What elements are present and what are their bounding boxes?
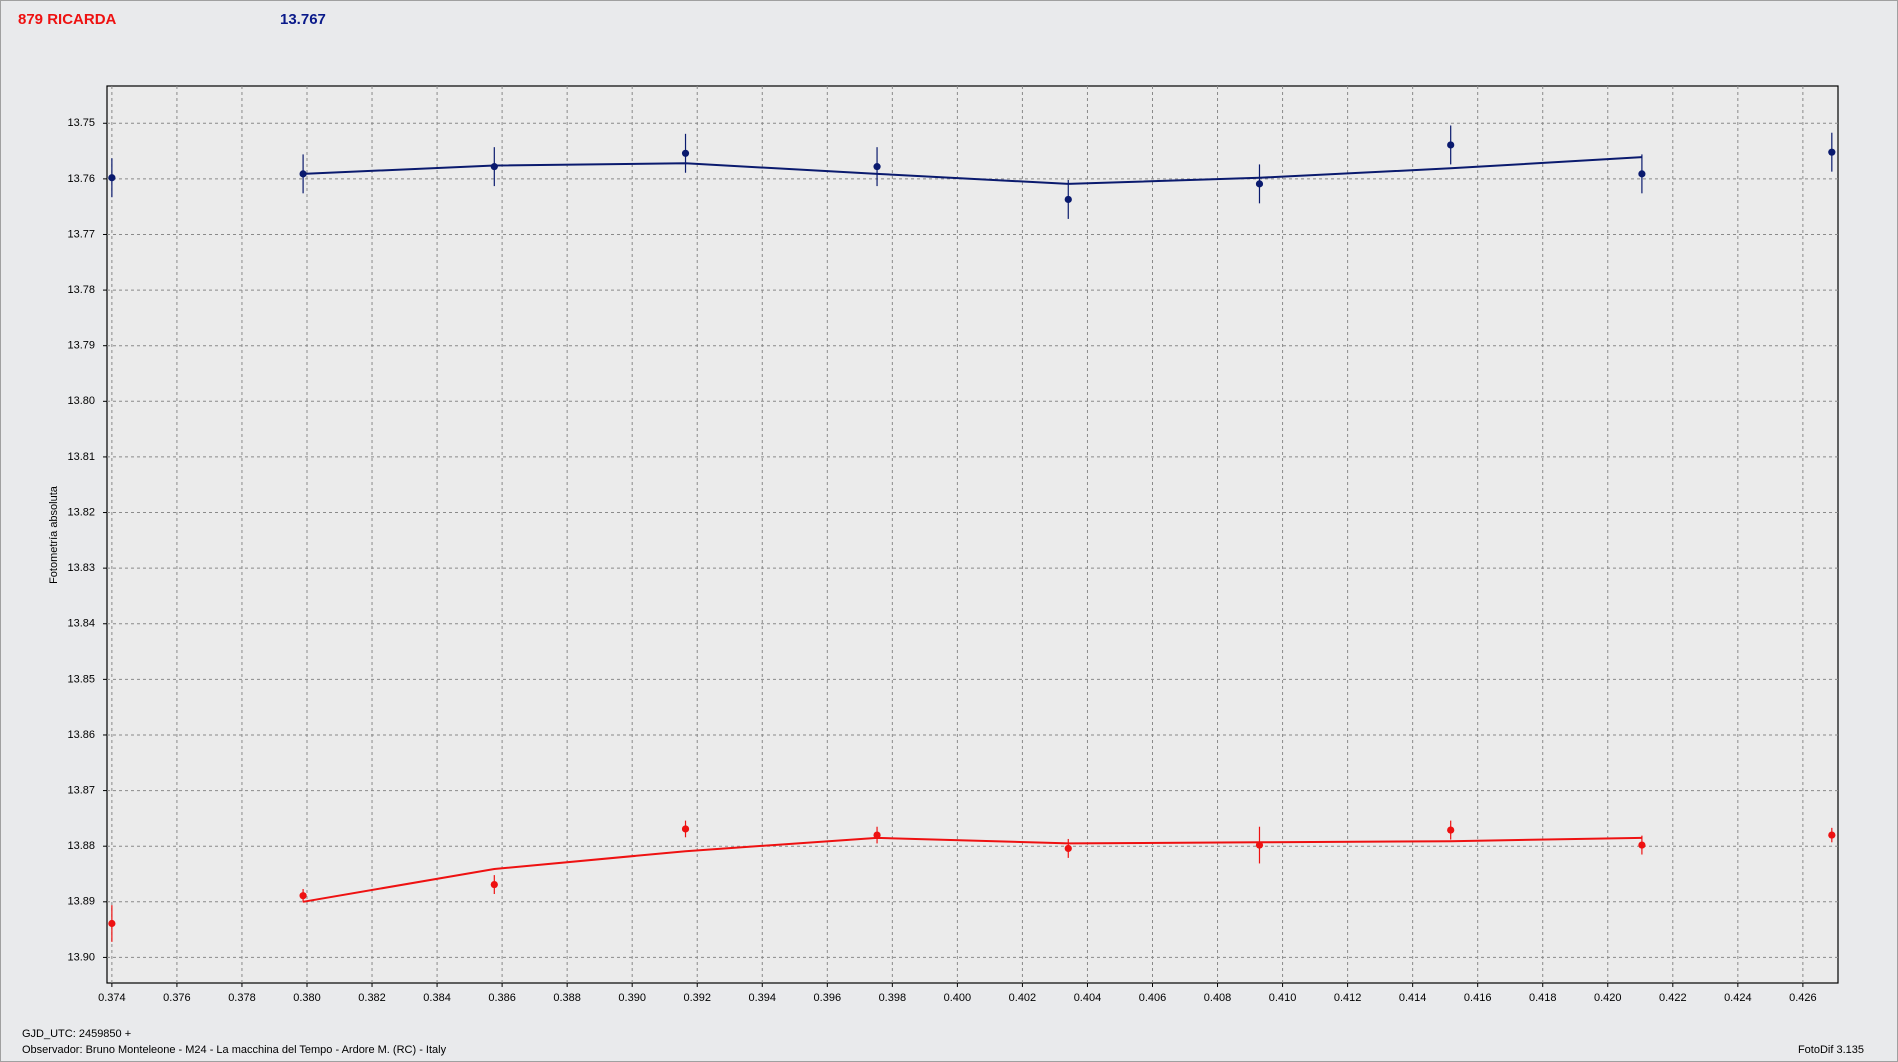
y-tick-label: 13.87 <box>67 784 95 796</box>
y-tick-label: 13.77 <box>67 228 95 240</box>
x-tick-label: 0.380 <box>293 992 321 1004</box>
chart-subtitle: 13.767 <box>280 11 326 28</box>
data-point <box>681 149 690 157</box>
data-point <box>490 163 498 171</box>
x-tick-label: 0.382 <box>358 992 386 1004</box>
chart-title: 879 RICARDA <box>18 11 117 28</box>
data-point <box>490 880 498 889</box>
x-tick-label: 0.426 <box>1789 992 1817 1004</box>
x-tick-label: 0.410 <box>1269 992 1297 1004</box>
y-tick-label: 13.75 <box>67 117 95 129</box>
data-point <box>108 174 116 182</box>
fit-line <box>302 836 1642 903</box>
data-point <box>1638 841 1646 849</box>
data-point <box>681 825 690 833</box>
x-axis-label: GJD_UTC: 2459850 + <box>22 1028 131 1040</box>
x-tick-label: 0.406 <box>1139 992 1167 1004</box>
x-tick-label: 0.422 <box>1659 992 1687 1004</box>
y-tick-label: 13.84 <box>67 618 95 630</box>
data-point <box>1064 844 1072 853</box>
y-tick-label: 13.86 <box>67 729 95 741</box>
y-tick-label: 13.88 <box>67 840 95 852</box>
y-tick-label: 13.85 <box>67 673 95 685</box>
data-point <box>299 892 307 900</box>
y-tick-label: 13.89 <box>67 896 95 908</box>
x-tick-label: 0.388 <box>553 992 581 1004</box>
x-tick-label: 0.404 <box>1074 992 1102 1004</box>
y-tick-label: 13.76 <box>67 173 95 185</box>
y-tick-label: 13.78 <box>67 284 95 296</box>
y-tick-label: 13.90 <box>67 951 95 963</box>
plot-area <box>106 85 1839 984</box>
y-tick-label: 13.83 <box>67 562 95 574</box>
x-tick-label: 0.386 <box>488 992 516 1004</box>
y-tick-label: 13.80 <box>67 395 95 407</box>
x-tick-label: 0.374 <box>98 992 126 1004</box>
x-tick-label: 0.420 <box>1594 992 1622 1004</box>
data-point <box>108 919 116 928</box>
data-point <box>1064 195 1072 204</box>
x-tick-label: 0.408 <box>1204 992 1232 1004</box>
x-tick-label: 0.414 <box>1399 992 1427 1004</box>
y-tick-label: 13.79 <box>67 340 95 352</box>
x-tick-label: 0.402 <box>1009 992 1037 1004</box>
x-tick-label: 0.418 <box>1529 992 1557 1004</box>
y-tick-label: 13.82 <box>67 506 95 518</box>
data-point <box>1447 826 1455 834</box>
data-point <box>1255 180 1264 188</box>
x-tick-label: 0.398 <box>879 992 907 1004</box>
data-point <box>873 831 881 839</box>
x-tick-label: 0.376 <box>163 992 191 1004</box>
data-point <box>1828 148 1836 156</box>
x-tick-label: 0.378 <box>228 992 256 1004</box>
footer: Observador: Bruno Monteleone - M24 - La … <box>22 1044 447 1056</box>
y-axis-label: Fotometría absoluta <box>48 485 60 584</box>
x-tick-label: 0.412 <box>1334 992 1362 1004</box>
x-tick-label: 0.396 <box>814 992 842 1004</box>
data-point <box>1828 831 1836 839</box>
y-tick-label: 13.81 <box>67 451 95 463</box>
data-point <box>1447 141 1455 149</box>
x-tick-label: 0.384 <box>423 992 451 1004</box>
fit-line <box>303 156 1642 185</box>
software-label: FotoDif 3.135 <box>1798 1044 1864 1056</box>
x-tick-label: 0.392 <box>683 992 711 1004</box>
x-tick-label: 0.416 <box>1464 992 1492 1004</box>
data-point <box>873 163 881 171</box>
x-tick-label: 0.394 <box>748 992 776 1004</box>
x-tick-label: 0.424 <box>1724 992 1752 1004</box>
x-tick-label: 0.390 <box>618 992 646 1004</box>
data-point <box>1638 170 1646 178</box>
x-tick-label: 0.400 <box>944 992 972 1004</box>
